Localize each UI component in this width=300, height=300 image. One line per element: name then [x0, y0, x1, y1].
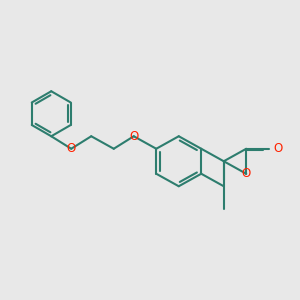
Text: O: O	[129, 130, 138, 143]
Text: O: O	[242, 167, 251, 180]
Text: O: O	[273, 142, 282, 155]
Text: O: O	[67, 142, 76, 155]
